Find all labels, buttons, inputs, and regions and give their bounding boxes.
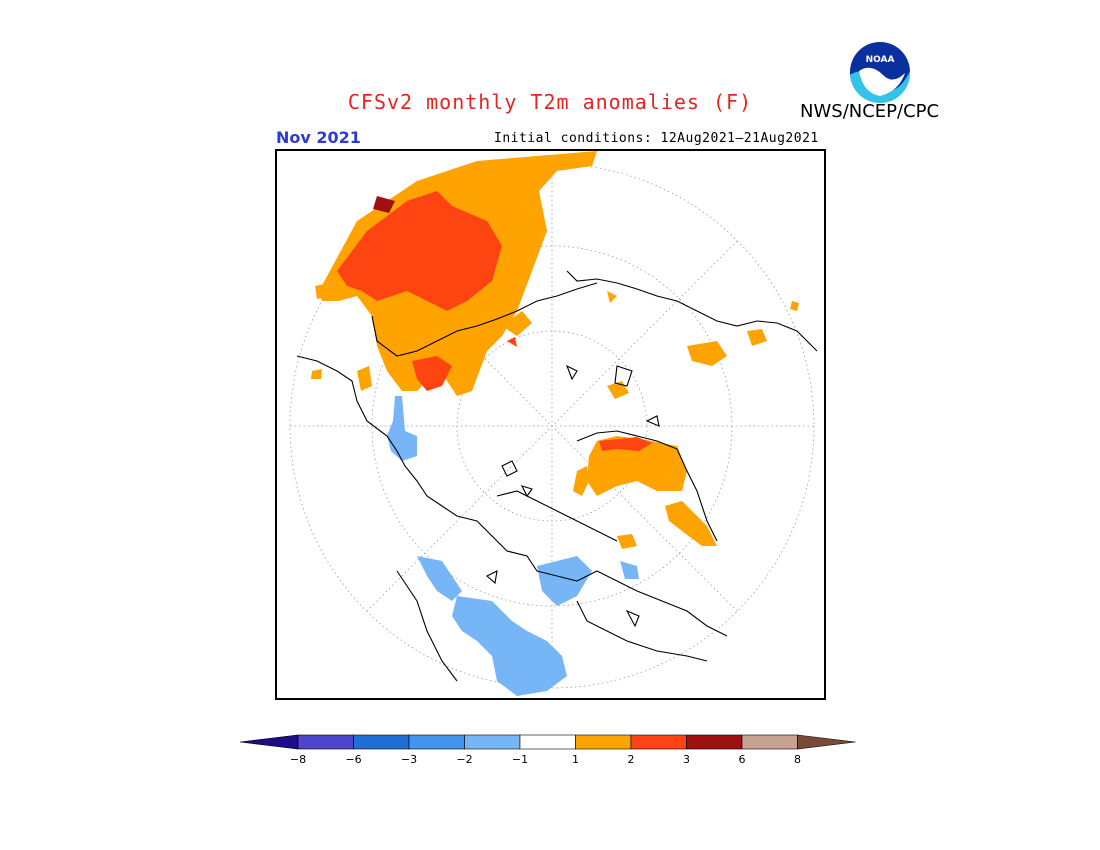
colorbar-arrow-left [239,734,299,750]
colorbar-swatch [353,734,410,750]
polar-map [275,149,826,700]
colorbar-swatch [297,734,354,750]
colorbar-swatch [519,734,576,750]
colorbar-swatch [741,734,798,750]
colorbar-tick-label: −2 [456,753,472,766]
colorbar-tick-label: −8 [290,753,306,766]
colorbar-swatches [239,734,856,750]
colorbar-tick-label: 1 [572,753,579,766]
noaa-logo: NOAA [849,41,911,104]
initial-conditions: Initial conditions: 12Aug2021–21Aug2021 [494,131,819,146]
colorbar-arrow-right [797,734,856,750]
colorbar-tick-label: 8 [794,753,801,766]
colorbar-tick-label: −6 [345,753,361,766]
colorbar-tick-label: 3 [683,753,690,766]
colorbar-tick-label: 6 [739,753,746,766]
forecast-month: Nov 2021 [276,128,361,147]
logo-text: NOAA [866,55,895,65]
agency-label: NWS/NCEP/CPC [800,101,940,122]
colorbar-swatch [630,734,687,750]
colorbar-tick-label: 2 [628,753,635,766]
colorbar-tick-label: −1 [512,753,528,766]
colorbar-swatch [575,734,632,750]
colorbar-swatch [464,734,521,750]
cool-anomaly-regions [387,396,639,696]
colorbar-swatch [408,734,465,750]
colorbar: −8 −6 −3 −2 −1 1 2 3 6 8 [238,733,863,773]
coastlines [296,270,818,682]
colorbar-tick-label: −3 [401,753,417,766]
colorbar-labels: −8 −6 −3 −2 −1 1 2 3 6 8 [290,753,801,766]
warm-anomaly-regions [311,151,799,549]
map-title: CFSv2 monthly T2m anomalies (F) [347,90,753,114]
colorbar-swatch [686,734,743,750]
